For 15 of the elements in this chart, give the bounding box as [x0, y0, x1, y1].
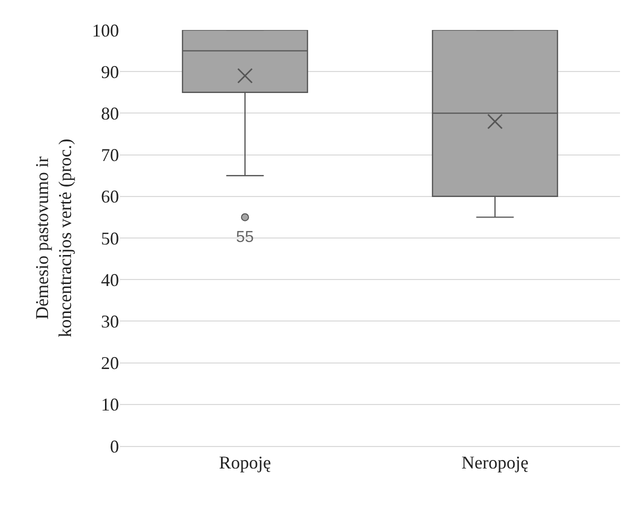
y-tick-label: 20 — [101, 353, 119, 374]
y-tick-label: 10 — [101, 394, 119, 415]
y-tick-label: 60 — [101, 186, 119, 207]
y-tick-label: 70 — [101, 145, 119, 166]
y-tick-label: 90 — [101, 62, 119, 82]
y-tick-label: 50 — [101, 228, 119, 248]
y-tick-label: 100 — [92, 20, 119, 40]
annotation: 55 — [236, 229, 254, 246]
x-tick-label: Neropoję — [462, 452, 528, 473]
y-tick-label: 0 — [110, 436, 119, 456]
y-tick-label: 40 — [101, 270, 119, 290]
y-tick-label: 80 — [101, 104, 119, 124]
x-tick-label: Ropoję — [219, 452, 272, 473]
y-tick-label: 30 — [101, 312, 119, 332]
y-axis-title: Dėmesio pastovumo ir koncentracijos vertė (proc.) — [32, 138, 76, 338]
